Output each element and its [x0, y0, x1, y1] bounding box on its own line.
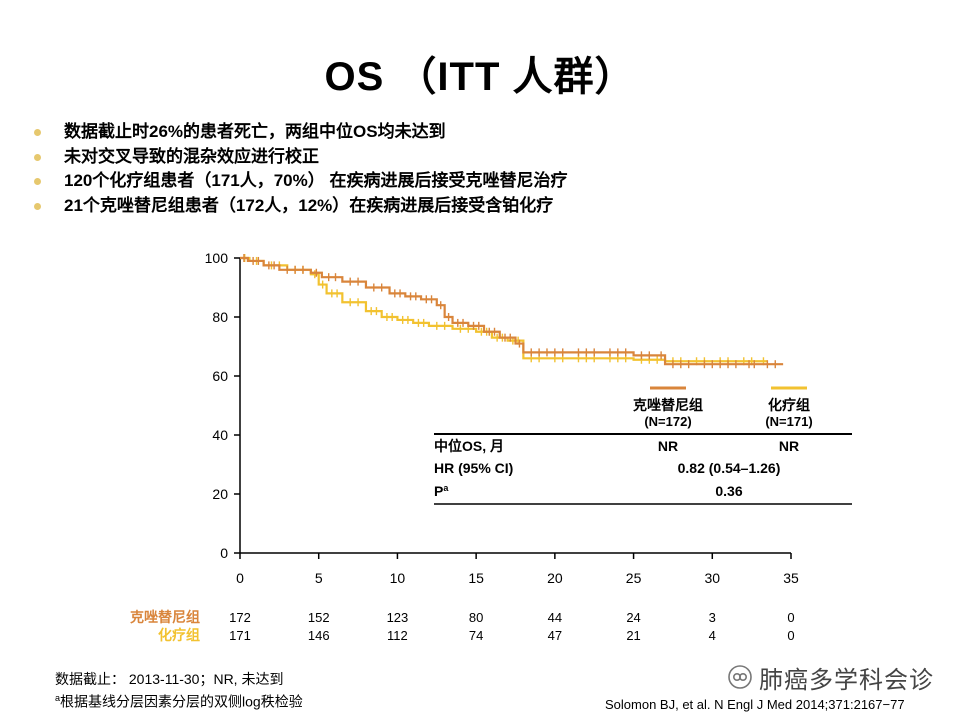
bullet-dot-icon: [34, 153, 41, 161]
bullet-dot-icon: [34, 202, 41, 210]
at-risk-value: 44: [548, 610, 562, 625]
footnote-sup: a: [55, 693, 61, 703]
y-tick-label: 0: [220, 545, 228, 561]
stats-table: 克唑替尼组(N=172) 化疗组(N=171) 中位OS, 月 NR NR HR (95%…: [434, 386, 852, 505]
bullet-item: 未对交叉导致的混杂效应进行校正: [34, 145, 567, 170]
brand: 肺癌多学科会诊: [727, 660, 934, 694]
at-risk-value: 0: [787, 610, 794, 625]
bullet-item: 120个化疗组患者（171人，70%） 在疾病进展后接受克唑替尼治疗: [34, 169, 567, 194]
at-risk-label: 化疗组: [158, 627, 200, 643]
at-risk-value: 152: [308, 610, 330, 625]
page-title: OS （ITT 人群）: [324, 55, 636, 99]
y-tick-label: 20: [212, 486, 228, 502]
bullet-text: 未对交叉导致的混杂效应进行校正: [64, 146, 319, 166]
row-label-median-os: 中位OS, 月: [434, 438, 504, 454]
x-tick-label: 0: [236, 570, 244, 586]
y-tick-label: 40: [212, 427, 228, 443]
x-tick-label: 15: [468, 570, 484, 586]
x-tick-label: 20: [547, 570, 563, 586]
km-curve-crizotinib: [240, 256, 784, 366]
wechat-official-account-icon: [728, 665, 752, 689]
at-risk-value: 24: [626, 610, 640, 625]
at-risk-table: 克唑替尼组 172 152 123 80 44 24 3 0 化疗组 171 146 112 74 47 21…: [130, 609, 795, 643]
at-risk-value: 146: [308, 628, 330, 643]
y-tick-label: 60: [212, 368, 228, 384]
footnote-line-2: a根据基线分层因素分层的双侧log秩检验: [55, 689, 303, 712]
at-risk-value: 112: [387, 628, 408, 643]
footnote-line-1: 数据截止： 2013-11-30；NR, 未达到: [55, 671, 284, 687]
at-risk-label: 克唑替尼组: [130, 609, 200, 625]
x-tick-label: 35: [783, 570, 799, 586]
at-risk-value: 47: [548, 628, 562, 643]
x-tick-label: 5: [315, 570, 323, 586]
legend-label: 化疗组: [768, 397, 810, 413]
row-label-hr: HR (95% CI): [434, 460, 513, 476]
footnote: 数据截止： 2013-11-30；NR, 未达到 a根据基线分层因素分层的双侧l…: [55, 670, 303, 712]
brand-name: 肺癌多学科会诊: [759, 666, 934, 694]
x-tick-label: 25: [626, 570, 642, 586]
at-risk-value: 123: [387, 610, 409, 625]
at-risk-value: 74: [469, 628, 483, 643]
row-label-p: Pa: [434, 483, 449, 499]
p-value: 0.36: [715, 483, 742, 499]
bullet-text: 21个克唑替尼组患者（172人，12%）在疾病进展后接受含铂化疗: [64, 195, 554, 215]
x-tick-label: 30: [704, 570, 720, 586]
legend-n: (N=171): [765, 414, 812, 429]
bullet-text: 120个化疗组患者（171人，70%） 在疾病进展后接受克唑替尼治疗: [64, 171, 568, 190]
footnote-line-2-text: 根据基线分层因素分层的双侧log秩检验: [60, 693, 303, 710]
legend-n: (N=172): [644, 414, 691, 429]
p-superscript: a: [443, 483, 449, 493]
bullet-dot-icon: [34, 129, 41, 136]
y-tick-label: 100: [205, 250, 229, 266]
at-risk-value: 21: [626, 628, 640, 643]
at-risk-value: 80: [469, 610, 483, 625]
bullet-item: 数据截止时26%的患者死亡，两组中位OS均未达到: [34, 120, 567, 145]
legend-label: 克唑替尼组: [633, 397, 703, 413]
at-risk-value: 172: [229, 610, 251, 625]
at-risk-value: 4: [709, 628, 716, 643]
bullet-list: 数据截止时26%的患者死亡，两组中位OS均未达到 未对交叉导致的混杂效应进行校正 1…: [34, 120, 567, 218]
at-risk-value: 171: [229, 628, 251, 643]
bullet-text: 数据截止时26%的患者死亡，两组中位OS均未达到: [64, 122, 446, 141]
citation: Solomon BJ, et al. N Engl J Med 2014;371…: [605, 697, 905, 712]
median-os-chemo: NR: [779, 438, 799, 454]
at-risk-value: 3: [709, 610, 716, 625]
y-tick-label: 80: [212, 309, 228, 325]
at-risk-value: 0: [787, 628, 794, 643]
chart-curves: [240, 254, 784, 369]
bullet-item: 21个克唑替尼组患者（172人，12%）在疾病进展后接受含铂化疗: [34, 194, 567, 219]
hr-value: 0.82 (0.54–1.26): [678, 460, 781, 476]
median-os-crizotinib: NR: [658, 438, 678, 454]
chart-axes: 0 20 40 60 80 100 0 5 10 15 20 25 30 35: [205, 250, 799, 586]
bullet-dot-icon: [34, 178, 41, 185]
x-tick-label: 10: [390, 570, 406, 586]
